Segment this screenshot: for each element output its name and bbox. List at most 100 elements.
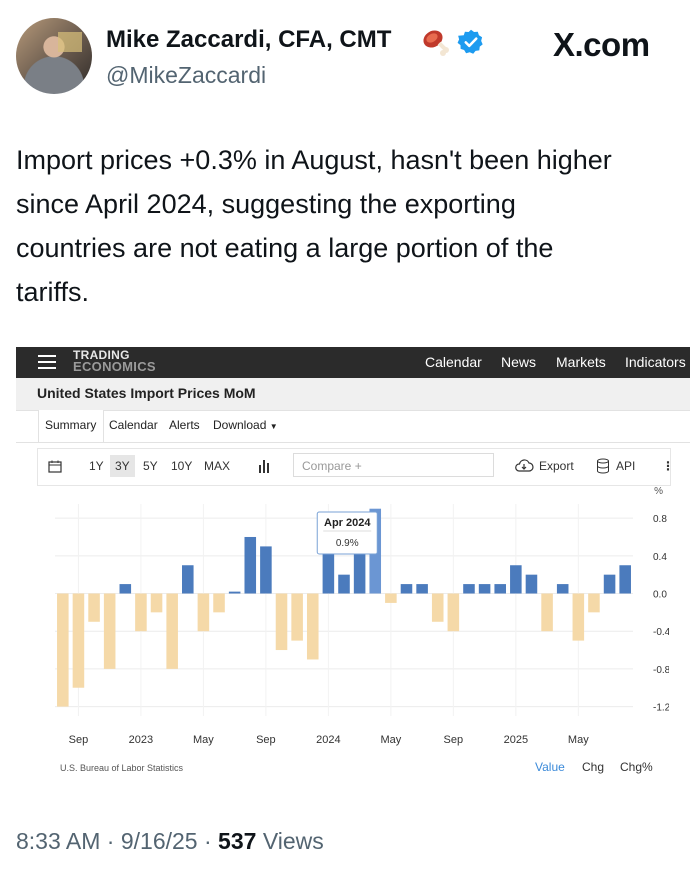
x-tick-label: 2024: [316, 734, 340, 746]
hamburger-menu-icon[interactable]: [38, 355, 56, 369]
bar-feb-2024: [338, 574, 350, 594]
bar-jan-2024: [322, 518, 335, 594]
bar-sep-2024: [447, 593, 460, 632]
bar-feb-2025: [525, 574, 538, 594]
bar-sep-2023: [260, 546, 272, 594]
tab-calendar[interactable]: Calendar: [109, 418, 158, 432]
range-3y[interactable]: 3Y: [110, 455, 135, 477]
bar-aug-2024: [431, 593, 444, 622]
bar-oct-2024: [463, 584, 475, 594]
bar-jul-2023: [228, 591, 241, 594]
tab-summary[interactable]: Summary: [45, 418, 97, 432]
bar-jun-2025: [588, 593, 600, 613]
bar-oct-2022: [88, 593, 100, 622]
indicator-title-bar: United States Import Prices MoM: [16, 378, 690, 411]
more-options-icon[interactable]: ⋮: [662, 459, 674, 473]
trading-economics-logo[interactable]: TRADING ECONOMICS: [73, 348, 156, 374]
chart-toolbar: 1Y 3Y 5Y 10Y MAX Compare + Export API ⋮: [37, 448, 674, 486]
tab-download[interactable]: Download ▼: [213, 418, 278, 432]
tooltip-label: Apr 2024: [324, 517, 371, 529]
te-top-bar: TRADING ECONOMICS Calendar News Markets I…: [16, 347, 690, 378]
tooltip-box: [316, 511, 378, 555]
nav-indicators[interactable]: Indicators: [625, 354, 686, 370]
tweet-time[interactable]: 8:33 AM: [16, 828, 101, 854]
x-tick-label: May: [380, 734, 401, 746]
author-name[interactable]: Mike Zaccardi, CFA, CMT: [106, 26, 392, 53]
x-tick-label: Sep: [69, 734, 89, 746]
bar-may-2024: [385, 593, 397, 603]
bar-feb-2023: [150, 593, 163, 613]
calendar-icon[interactable]: [48, 460, 62, 473]
tab-alerts[interactable]: Alerts: [169, 418, 200, 432]
x-tick-label: 2025: [504, 734, 528, 746]
separator-dot: ·: [106, 828, 115, 854]
bar-nov-2022: [103, 593, 116, 669]
indicator-tabs: Summary Calendar Alerts Download ▼: [16, 410, 690, 443]
y-tick-label: 0.8: [653, 514, 667, 525]
bar-jun-2024: [400, 584, 413, 594]
range-1y[interactable]: 1Y: [89, 459, 104, 473]
nav-markets[interactable]: Markets: [556, 354, 606, 370]
x-tick-label: Sep: [444, 734, 464, 746]
separator-dot: ·: [203, 828, 212, 854]
indicator-title: United States Import Prices MoM: [37, 385, 256, 401]
bar-may-2023: [197, 593, 210, 632]
export-button[interactable]: Export: [539, 459, 574, 473]
bar-aug-2022: [57, 593, 69, 707]
tooltip-value: 0.9%: [336, 538, 359, 549]
y-unit-label: %: [654, 486, 663, 497]
bar-apr-2025: [556, 584, 569, 594]
author-avatar[interactable]: [16, 18, 92, 94]
bar-jun-2023: [213, 593, 225, 613]
api-button[interactable]: API: [616, 459, 636, 473]
bar-mar-2024: [353, 536, 366, 594]
bar-jul-2025: [603, 574, 616, 594]
x-com-logo: X.com: [553, 26, 650, 63]
bar-nov-2023: [291, 593, 303, 641]
bar-sep-2022: [72, 593, 85, 688]
x-tick-label: Sep: [256, 734, 276, 746]
bar-jul-2024: [416, 584, 428, 594]
value-tab[interactable]: Value: [535, 760, 565, 774]
nav-news[interactable]: News: [501, 354, 537, 370]
y-tick-label: -0.8: [653, 665, 669, 676]
compare-input[interactable]: Compare +: [293, 453, 494, 477]
bar-oct-2023: [275, 593, 288, 651]
bar-aug-2023: [244, 536, 257, 594]
range-10y[interactable]: 10Y: [171, 459, 193, 473]
bar-chart-type-icon[interactable]: [258, 459, 272, 473]
tweet-text: Import prices +0.3% in August, hasn't be…: [16, 145, 612, 307]
chg-tab[interactable]: Chg: [582, 760, 605, 774]
verified-badge-icon: [457, 29, 483, 54]
author-handle[interactable]: @MikeZaccardi: [106, 62, 267, 88]
y-tick-label: 0.0: [653, 590, 667, 601]
bar-dec-2023: [306, 593, 319, 660]
views-label: Views: [262, 828, 324, 854]
bar-aug-2025: [619, 565, 631, 594]
bar-chart: % 0.8 0.4 0.0 -0.4 -0.8 -1.2 Sep 2023 May Sep 2024 M…: [55, 486, 669, 746]
cloud-download-icon: [515, 459, 534, 472]
bar-dec-2024: [494, 584, 506, 594]
meat-on-bone-icon: [423, 30, 449, 56]
x-tick-label: 2023: [129, 734, 153, 746]
chart-image-card[interactable]: TRADING ECONOMICS Calendar News Markets I…: [16, 347, 690, 784]
bar-jan-2023: [135, 593, 147, 632]
chg-pct-tab[interactable]: Chg%: [620, 760, 653, 774]
y-tick-label: -0.4: [653, 627, 669, 638]
bar-may-2025: [572, 593, 585, 641]
bar-dec-2022: [119, 584, 132, 594]
caret-down-icon: ▼: [269, 422, 278, 431]
bar-jan-2025: [510, 565, 522, 594]
x-tick-label: May: [568, 734, 589, 746]
views-count: 537: [218, 828, 257, 854]
y-tick-label: -1.2: [653, 703, 669, 714]
nav-calendar[interactable]: Calendar: [425, 354, 482, 370]
bar-apr-2023: [182, 565, 194, 594]
x-tick-label: May: [193, 734, 214, 746]
tweet-date[interactable]: 9/16/25: [120, 828, 198, 854]
tweet-footer: 8:33 AM · 9/16/25 · 537 Views: [16, 828, 324, 855]
bar-mar-2023: [166, 593, 178, 669]
data-source: U.S. Bureau of Labor Statistics: [60, 763, 184, 773]
range-max[interactable]: MAX: [204, 459, 231, 473]
range-5y[interactable]: 5Y: [143, 459, 158, 473]
